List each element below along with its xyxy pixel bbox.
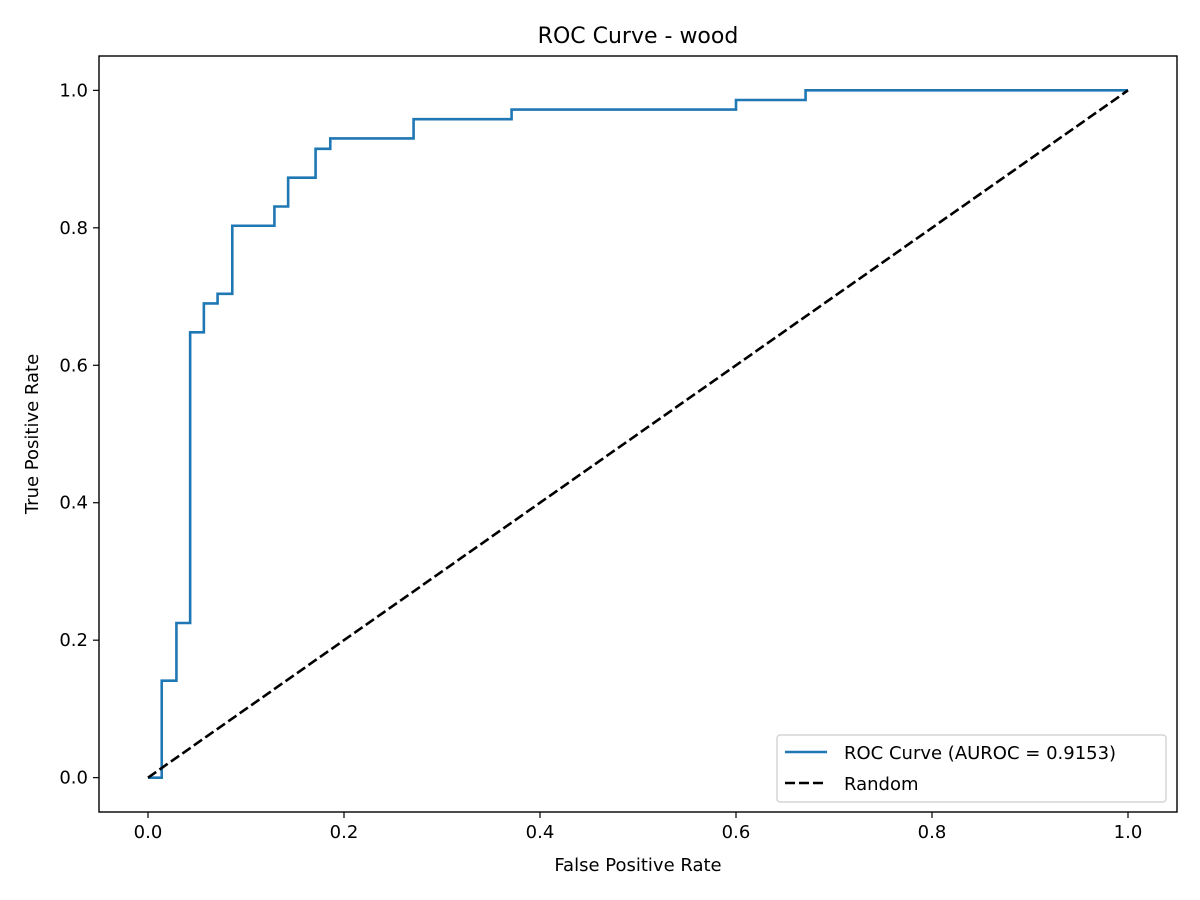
y-tick-label: 0.0 [59,768,88,789]
x-tick-label: 0.4 [526,822,555,843]
x-tick-label: 0.6 [722,822,751,843]
x-tick-label: 0.2 [330,822,359,843]
chart-title: ROC Curve - wood [538,24,739,49]
legend-label-1: Random [844,774,919,795]
series-line-0 [148,89,1128,779]
y-tick-label: 0.2 [59,630,88,651]
legend-box [776,734,1167,803]
plot-frame [98,55,1178,813]
y-axis-label: True Positive Rate [22,354,43,515]
y-tick-label: 1.0 [59,80,88,101]
x-axis-label: False Positive Rate [554,855,721,876]
x-tick-label: 0.0 [134,822,163,843]
y-tick-label: 0.6 [59,355,88,376]
y-tick-label: 0.8 [59,218,88,239]
legend: ROC Curve (AUROC = 0.9153) Random [776,734,1167,803]
y-tick-label: 0.4 [59,493,88,514]
x-tick-label: 1.0 [1114,822,1143,843]
plot-area [147,89,1129,779]
axes: 0.0 0.2 0.4 0.6 0.8 1.0 0.0 0.2 0.4 0.6 0.8 1.0 [59,55,1178,843]
x-tick-label: 0.8 [918,822,947,843]
legend-label-0: ROC Curve (AUROC = 0.9153) [844,743,1116,764]
series-line-1 [147,89,1129,779]
